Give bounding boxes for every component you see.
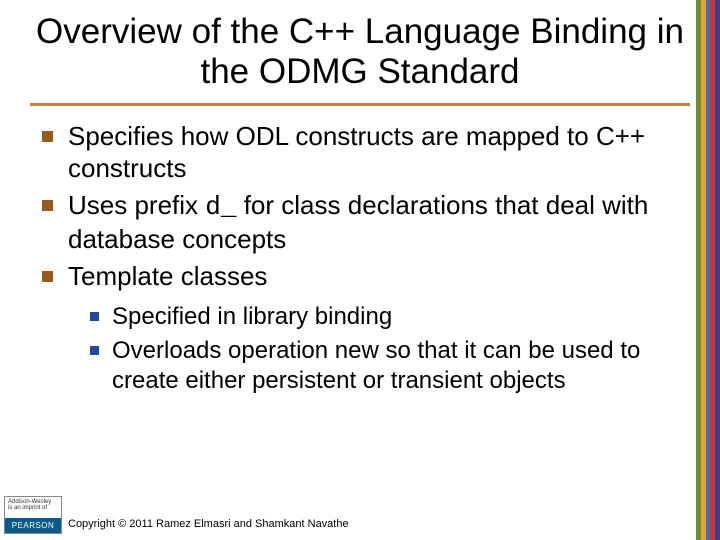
main-bullet-list: Specifies how ODL constructs are mapped … bbox=[40, 120, 692, 397]
decorative-stripe bbox=[696, 0, 720, 540]
stripe-col bbox=[715, 0, 720, 540]
logo-brand: PEARSON bbox=[5, 518, 61, 533]
slide-title: Overview of the C++ Language Binding in … bbox=[0, 0, 720, 99]
publisher-logo: Addison-Wesley is an imprint of PEARSON bbox=[4, 496, 62, 534]
sub-bullet-list: Specified in library binding Overloads op… bbox=[88, 302, 692, 396]
copyright-text: Copyright © 2011 Ramez Elmasri and Shamk… bbox=[68, 518, 349, 534]
sub-bullet: Specified in library binding bbox=[88, 302, 692, 332]
footer: Addison-Wesley is an imprint of PEARSON … bbox=[0, 496, 720, 534]
main-bullet: Template classesSpecified in library bin… bbox=[40, 260, 692, 397]
logo-imprint: Addison-Wesley is an imprint of bbox=[5, 497, 61, 518]
main-bullet: Uses prefix d_ for class declarations th… bbox=[40, 189, 692, 256]
sub-bullet: Overloads operation new so that it can b… bbox=[88, 336, 692, 396]
slide-content: Specifies how ODL constructs are mapped … bbox=[0, 120, 720, 397]
title-underline bbox=[30, 103, 690, 106]
main-bullet: Specifies how ODL constructs are mapped … bbox=[40, 120, 692, 185]
logo-line2: is an imprint of bbox=[8, 505, 58, 511]
